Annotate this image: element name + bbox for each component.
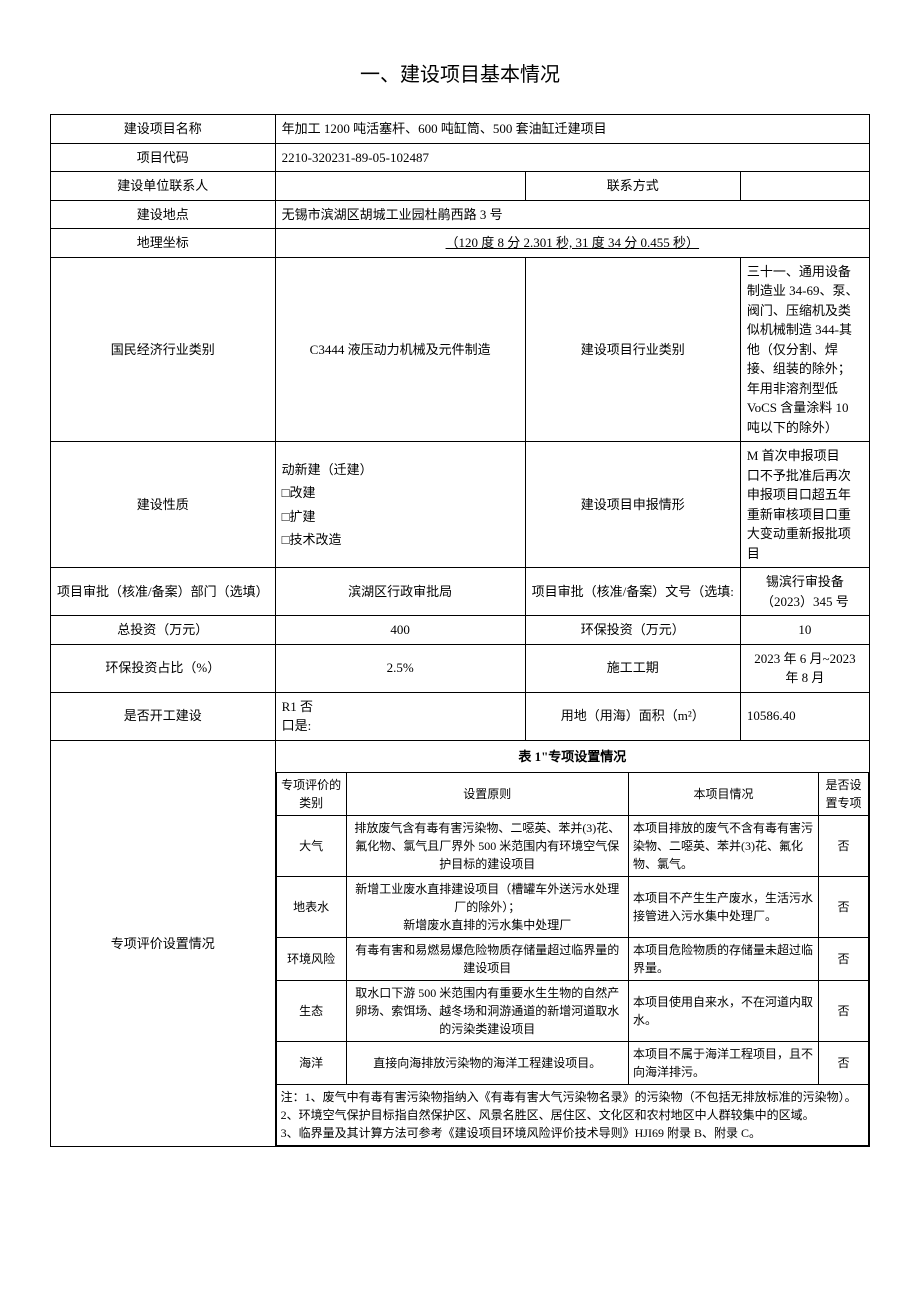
label-contact-method: 联系方式 <box>525 172 740 201</box>
main-table: 建设项目名称 年加工 1200 吨活塞杆、600 吨缸筒、500 套油缸迁建项目… <box>50 114 870 1147</box>
value-contact <box>275 172 525 201</box>
label-started: 是否开工建设 <box>51 692 276 740</box>
sub-h2: 本项目情况 <box>629 773 819 816</box>
label-env-ratio: 环保投资占比（%） <box>51 644 276 692</box>
value-industry-class: C3444 液压动力机械及元件制造 <box>275 257 525 442</box>
label-total-invest: 总投资（万元） <box>51 616 276 645</box>
value-coords: （120 度 8 分 2.301 秒, 31 度 34 分 0.455 秒） <box>275 229 869 258</box>
sub-table: 专项评价的类别 设置原则 本项目情况 是否设置专项 大气 排放废气含有毒有害污染… <box>276 772 869 1146</box>
value-env-invest: 10 <box>740 616 869 645</box>
value-contact-method <box>740 172 869 201</box>
value-env-ratio: 2.5% <box>275 644 525 692</box>
label-period: 施工工期 <box>525 644 740 692</box>
label-industry-class: 国民经济行业类别 <box>51 257 276 442</box>
value-area: 10586.40 <box>740 692 869 740</box>
table-row: 大气 排放废气含有毒有害污染物、二噁英、苯并(3)花、氟化物、氯气且厂界外 50… <box>276 816 868 877</box>
sub-notes: 注：1、废气中有毒有害污染物指纳入《有毒有害大气污染物名录》的污染物（不包括无排… <box>276 1085 868 1146</box>
value-approval-doc: 锡滨行审投备（2023）345 号 <box>740 568 869 616</box>
table-row: 生态 取水口下游 500 米范围内有重要水生生物的自然产卵场、索饵场、越冬场和洞… <box>276 981 868 1042</box>
value-project-code: 2210-320231-89-05-102487 <box>275 143 869 172</box>
label-approval-doc: 项目审批（核准/备案）文号（选填: <box>525 568 740 616</box>
label-nature: 建设性质 <box>51 442 276 568</box>
label-address: 建设地点 <box>51 200 276 229</box>
value-project-name: 年加工 1200 吨活塞杆、600 吨缸筒、500 套油缸迁建项目 <box>275 115 869 144</box>
value-total-invest: 400 <box>275 616 525 645</box>
label-env-invest: 环保投资（万元） <box>525 616 740 645</box>
value-nature: 动新建（迁建） □改建 □扩建 □技术改造 <box>275 442 525 568</box>
value-project-industry: 三十一、通用设备制造业 34-69、泵、阀门、压缩机及类似机械制造 344-其他… <box>740 257 869 442</box>
nature-opt-1: □改建 <box>282 481 519 504</box>
page-title: 一、建设项目基本情况 <box>50 60 870 90</box>
label-project-industry: 建设项目行业类别 <box>525 257 740 442</box>
table-row: 海洋 直接向海排放污染物的海洋工程建设项目。 本项目不属于海洋工程项目，且不向海… <box>276 1042 868 1085</box>
label-coords: 地理坐标 <box>51 229 276 258</box>
value-approval-dept: 滨湖区行政审批局 <box>275 568 525 616</box>
nature-opt-2: □扩建 <box>282 505 519 528</box>
value-declare: M 首次申报项目 口不予批准后再次申报项目口超五年重新审核项目口重大变动重新报批… <box>740 442 869 568</box>
sub-caption: 表 1"专项设置情况 <box>276 741 869 773</box>
label-declare: 建设项目申报情形 <box>525 442 740 568</box>
nature-opt-3: □技术改造 <box>282 528 519 551</box>
sub-h3: 是否设置专项 <box>819 773 869 816</box>
table-row: 地表水 新增工业废水直排建设项目（槽罐车外送污水处理厂的除外）； 新增废水直排的… <box>276 877 868 938</box>
nature-opt-0: 动新建（迁建） <box>282 458 519 481</box>
value-period: 2023 年 6 月~2023 年 8 月 <box>740 644 869 692</box>
label-special: 专项评价设置情况 <box>51 740 276 1147</box>
label-area: 用地（用海）面积（m²） <box>525 692 740 740</box>
label-project-code: 项目代码 <box>51 143 276 172</box>
label-approval-dept: 项目审批（核准/备案）部门（选填） <box>51 568 276 616</box>
value-address: 无锡市滨湖区胡城工业园杜鹃西路 3 号 <box>275 200 869 229</box>
sub-h1: 设置原则 <box>346 773 628 816</box>
value-started: R1 否 口是: <box>275 692 525 740</box>
sub-h0: 专项评价的类别 <box>276 773 346 816</box>
label-contact: 建设单位联系人 <box>51 172 276 201</box>
table-row: 环境风险 有毒有害和易燃易爆危险物质存储量超过临界量的建设项目 本项目危险物质的… <box>276 938 868 981</box>
label-project-name: 建设项目名称 <box>51 115 276 144</box>
